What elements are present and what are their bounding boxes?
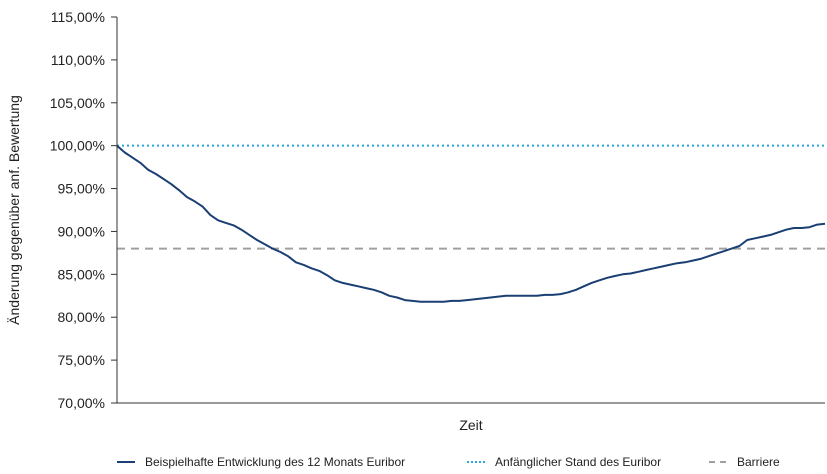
series-line-0 [116, 144, 826, 303]
y-axis-label: Änderung gegenüber anf. Bewertung [6, 95, 22, 325]
legend-label-initial-level: Anfänglicher Stand des Euribor [495, 455, 661, 469]
legend: Beispielhafte Entwicklung des 12 Monats … [117, 455, 780, 469]
x-axis-label: Zeit [459, 417, 482, 433]
legend-item-euribor: Beispielhafte Entwicklung des 12 Monats … [117, 455, 405, 469]
reference-lines [117, 144, 825, 250]
legend-item-barrier: Barriere [709, 455, 780, 469]
y-tick-label: 70,00% [58, 395, 105, 411]
legend-label-barrier: Barriere [737, 455, 780, 469]
y-tick-label: 80,00% [58, 309, 105, 325]
y-tick-label: 115,00% [51, 9, 105, 25]
y-tick-label: 105,00% [50, 95, 105, 111]
y-tick-label: 100,00% [50, 138, 105, 154]
y-tick-label: 110,00% [51, 52, 105, 68]
y-tick-label: 90,00% [58, 223, 105, 239]
y-axis-ticks: 70,00% 75,00% 80,00% 85,00% 90,00% 95,00% 100,… [50, 9, 117, 411]
series-lines [116, 144, 826, 303]
y-tick-label: 85,00% [58, 266, 105, 282]
legend-label-euribor: Beispielhafte Entwicklung des 12 Monats … [145, 455, 405, 469]
y-tick-label: 75,00% [58, 352, 105, 368]
legend-item-initial-level: Anfänglicher Stand des Euribor [467, 455, 661, 469]
y-tick-label: 95,00% [58, 181, 105, 197]
